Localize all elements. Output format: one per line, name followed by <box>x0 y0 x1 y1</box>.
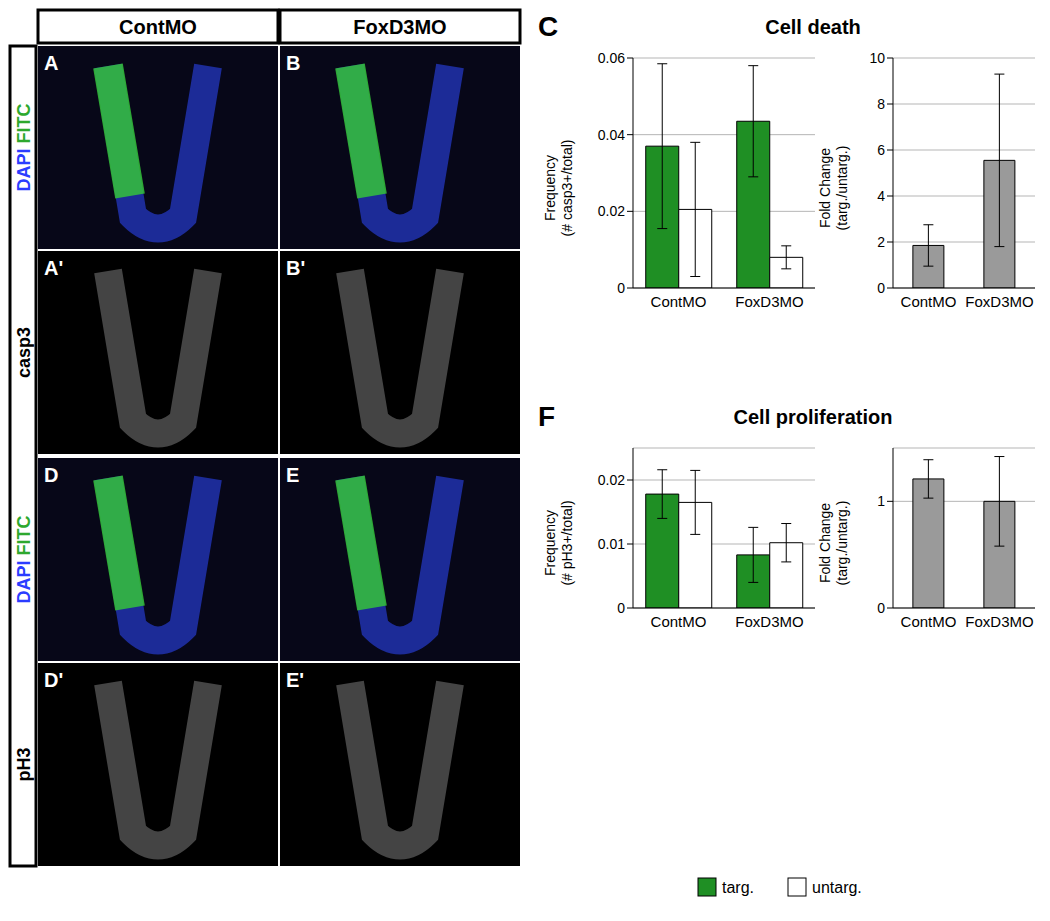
svg-text:FoxD3MO: FoxD3MO <box>735 293 803 310</box>
svg-text:ContMO: ContMO <box>119 16 197 38</box>
svg-text:6: 6 <box>877 142 885 158</box>
svg-text:untarg.: untarg. <box>812 879 862 896</box>
svg-text:DAPI FITC: DAPI FITC <box>14 515 34 603</box>
svg-text:ContMO: ContMO <box>651 293 707 310</box>
svg-text:ContMO: ContMO <box>651 613 707 630</box>
svg-text:B': B' <box>286 257 305 279</box>
svg-text:2: 2 <box>877 234 885 250</box>
svg-text:casp3: casp3 <box>14 327 34 378</box>
svg-text:targ.: targ. <box>722 879 754 896</box>
svg-text:C: C <box>538 11 558 42</box>
svg-text:(# casp3+/total): (# casp3+/total) <box>559 140 575 237</box>
svg-text:(targ./untarg.): (targ./untarg.) <box>834 146 850 231</box>
svg-text:ContMO: ContMO <box>901 613 957 630</box>
svg-text:D': D' <box>44 669 63 691</box>
svg-text:10: 10 <box>869 50 885 66</box>
svg-text:FoxD3MO: FoxD3MO <box>353 16 446 38</box>
svg-text:pH3: pH3 <box>14 747 34 781</box>
svg-text:8: 8 <box>877 96 885 112</box>
svg-text:0.01: 0.01 <box>598 536 625 552</box>
svg-text:Fold Change: Fold Change <box>817 148 833 228</box>
svg-text:(# pH3+/total): (# pH3+/total) <box>559 500 575 585</box>
svg-text:ContMO: ContMO <box>901 293 957 310</box>
svg-text:4: 4 <box>877 188 885 204</box>
svg-text:B: B <box>286 52 300 74</box>
svg-text:Fold Change: Fold Change <box>817 503 833 583</box>
svg-text:0: 0 <box>617 280 625 296</box>
svg-text:FoxD3MO: FoxD3MO <box>965 293 1033 310</box>
svg-text:0: 0 <box>877 600 885 616</box>
svg-text:(targ./untarg.): (targ./untarg.) <box>834 501 850 586</box>
svg-text:Frequency: Frequency <box>542 510 558 576</box>
svg-text:D: D <box>44 464 58 486</box>
svg-text:Frequency: Frequency <box>542 155 558 221</box>
svg-text:F: F <box>538 401 555 432</box>
svg-text:E': E' <box>286 669 304 691</box>
svg-text:DAPI FITC: DAPI FITC <box>14 103 34 191</box>
svg-text:0.02: 0.02 <box>598 203 625 219</box>
svg-text:A': A' <box>44 257 63 279</box>
svg-text:Cell death: Cell death <box>765 16 861 38</box>
svg-text:E: E <box>286 464 299 486</box>
svg-text:A: A <box>44 52 58 74</box>
svg-text:0: 0 <box>617 600 625 616</box>
svg-text:Cell proliferation: Cell proliferation <box>734 406 893 428</box>
svg-text:0.04: 0.04 <box>598 127 625 143</box>
svg-text:1: 1 <box>877 493 885 509</box>
svg-text:FoxD3MO: FoxD3MO <box>735 613 803 630</box>
svg-text:0.06: 0.06 <box>598 50 625 66</box>
svg-text:FoxD3MO: FoxD3MO <box>965 613 1033 630</box>
svg-text:0: 0 <box>877 280 885 296</box>
svg-text:0.02: 0.02 <box>598 472 625 488</box>
